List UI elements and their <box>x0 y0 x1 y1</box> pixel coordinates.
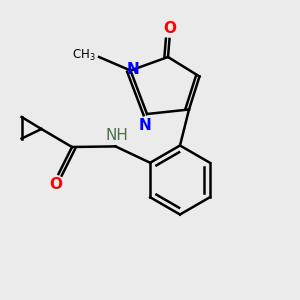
Text: O: O <box>163 21 176 36</box>
Text: N: N <box>139 118 152 134</box>
Text: CH$_3$: CH$_3$ <box>72 48 96 63</box>
Text: O: O <box>49 177 62 192</box>
Text: NH: NH <box>106 128 128 143</box>
Text: N: N <box>127 61 140 76</box>
